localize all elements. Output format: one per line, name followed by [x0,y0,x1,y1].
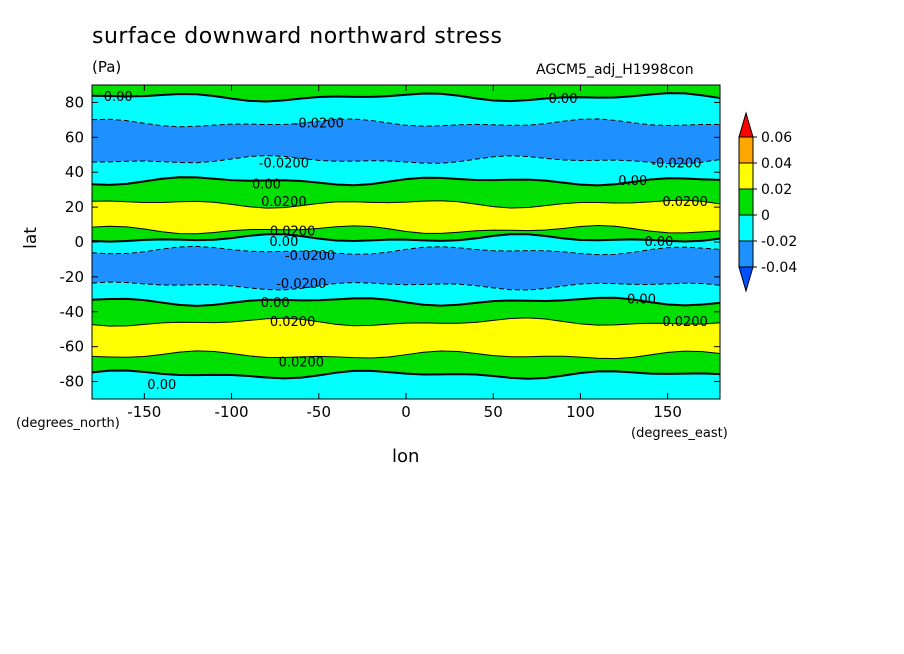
contour-label: 0.00 [147,378,176,393]
contour-band [92,177,720,209]
y-tick-label: 0 [74,233,84,251]
x-tick-label: -50 [307,403,332,421]
y-tick-label: 20 [65,198,84,216]
contour-label: 0.00 [627,293,656,308]
contour-label: 0.00 [104,90,133,105]
colorbar: 0.06 0.04 0.02 0 -0.02 -0.04 [738,111,797,293]
colorbar-label: 0 [761,208,770,224]
contour-line [91,199,721,209]
contour-line [91,281,721,291]
run-name: AGCM5_adj_H1998con [536,62,694,78]
contour-line [91,176,721,187]
y-axis-label: lat [20,227,41,249]
x-axis-label: lon [392,446,420,467]
contour-line [91,92,721,103]
contour-band [92,246,720,291]
contour-lines [91,92,721,380]
y-tick-label: 80 [65,93,84,111]
y-tick-label: 60 [65,128,84,146]
contour-label: -0.0200 [294,116,344,131]
colorbar-segment [738,188,754,216]
colorbar-label: -0.04 [761,260,797,276]
contour-label: 0.0200 [662,315,708,330]
colorbar-label: 0.06 [761,130,792,146]
colorbar-segment [738,136,754,164]
colorbar-segment [738,214,754,242]
colorbar-segment [738,240,754,268]
colorbar-top-arrow [738,111,754,138]
contour-band [92,155,720,186]
contour-label: 0.0200 [279,355,325,370]
y-axis-unit: (degrees_north) [16,416,120,431]
colorbar-label: 0.02 [761,182,792,198]
contour-label: -0.0200 [276,277,326,292]
contour-band [92,118,720,164]
contour-line [91,155,721,165]
contour-band [92,93,720,127]
x-tick-label: -150 [127,403,161,421]
contour-label: 0.0200 [270,315,316,330]
x-axis-unit: (degrees_east) [631,426,728,441]
y-tick-label: -20 [60,268,85,286]
contour-label: 0.00 [252,177,281,192]
contour-label: 0.00 [261,296,290,311]
colorbar-label: -0.02 [761,234,797,250]
contour-label: 0.00 [644,235,673,250]
contour-label: 0.0200 [270,225,316,240]
contour-label: 0.00 [269,235,298,250]
x-axis-ticks: -150 -100 -50 0 50 100 150 [127,85,682,421]
contour-label: 0.00 [549,92,578,107]
y-tick-label: 40 [65,163,84,181]
y-tick-label: -60 [60,338,85,356]
contour-band [92,350,720,379]
x-tick-label: 150 [653,403,682,421]
contour-line [91,245,721,256]
contour-band [92,297,720,327]
chart-units: (Pa) [92,58,122,76]
contour-band [92,370,720,399]
contour-line [91,317,721,327]
y-tick-label: -40 [60,303,85,321]
contour-label: 0.0200 [662,195,708,210]
contour-label: -0.0200 [285,249,335,264]
x-tick-label: 0 [401,403,411,421]
contour-line [91,369,721,380]
contour-band [92,317,720,359]
x-tick-label: -100 [215,403,249,421]
contour-line [91,118,721,128]
colorbar-segment [738,162,754,190]
contour-line [91,224,721,235]
contour-line [91,350,721,360]
contour-label: -0.0200 [259,157,309,172]
contour-band [92,200,720,234]
colorbar-label: 0.04 [761,156,792,172]
filled-contour-bands [92,85,720,399]
y-tick-label: -80 [60,373,85,391]
x-tick-label: 50 [484,403,503,421]
contour-label: -0.0200 [651,157,701,172]
y-axis-ticks: 80 60 40 20 0 -20 -40 -60 -80 [60,93,720,391]
contour-label: 0.00 [618,174,647,189]
x-tick-label: 100 [566,403,595,421]
contour-line [91,233,721,243]
contour-line [91,296,721,307]
colorbar-bottom-arrow [738,266,754,293]
contour-label: 0.0200 [261,195,307,210]
chart-title: surface downward northward stress [92,24,503,49]
